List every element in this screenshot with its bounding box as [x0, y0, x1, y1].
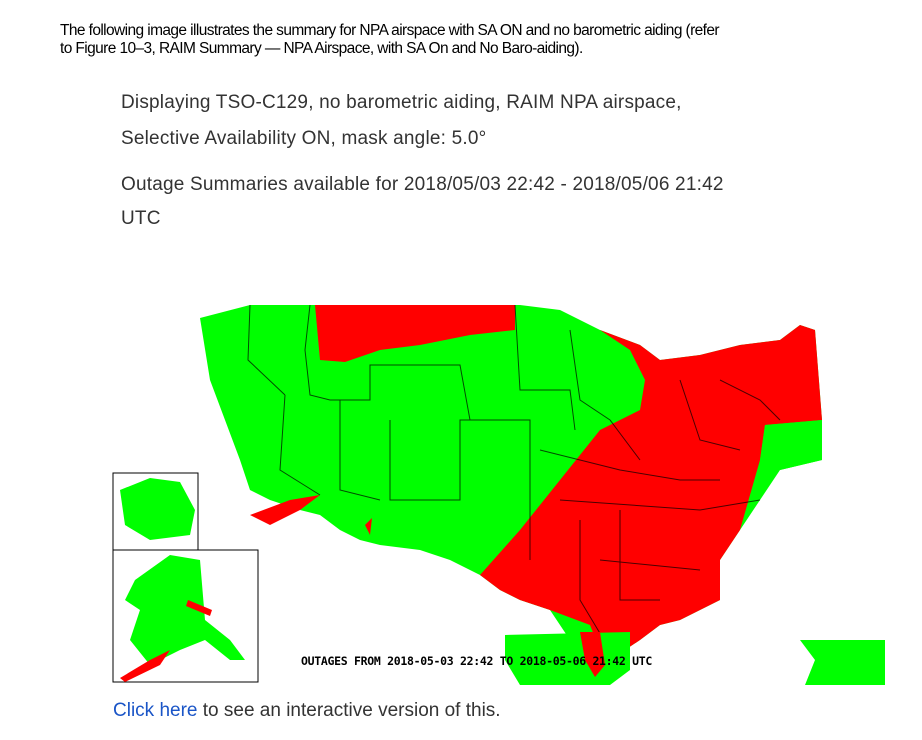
description-line-1: Displaying TSO-C129, no barometric aidin… — [121, 92, 682, 113]
available-region-east-coast — [760, 420, 822, 470]
raim-outage-map — [112, 304, 885, 685]
outage-region-east — [480, 325, 822, 660]
map-caption: OUTAGES FROM 2018-05-03 22:42 TO 2018-05… — [301, 654, 653, 668]
alaska-available-region — [125, 555, 245, 665]
description-line-3: Outage Summaries available for 2018/05/0… — [121, 174, 724, 195]
outage-region-southwest — [250, 495, 320, 525]
intro-paragraph: The following image illustrates the summ… — [60, 22, 922, 58]
description-line-2: Selective Availability ON, mask angle: 5… — [121, 128, 487, 149]
intro-line-1: The following image illustrates the summ… — [60, 22, 720, 39]
interactive-link-line: Click here to see an interactive version… — [113, 700, 501, 722]
link-suffix: to see an interactive version of this. — [197, 700, 501, 721]
outage-region-florida — [580, 632, 605, 677]
alaska-outage-region — [120, 650, 170, 682]
outage-region-small — [365, 518, 372, 535]
available-region-right — [800, 640, 885, 685]
description-line-4: UTC — [121, 208, 161, 229]
intro-line-2: to Figure 10–3, RAIM Summary — NPA Airsp… — [60, 40, 583, 57]
state-borders — [247, 304, 781, 651]
click-here-link[interactable]: Click here — [113, 700, 198, 721]
outage-region-north — [315, 305, 515, 362]
hawaii-available-region — [120, 478, 195, 540]
alaska-outage-region-2 — [186, 600, 212, 616]
